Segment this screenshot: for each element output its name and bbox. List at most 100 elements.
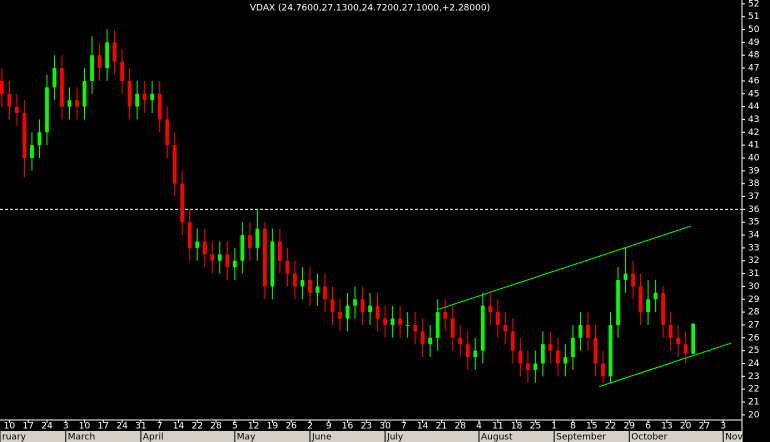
y-tick-label: 50 (748, 25, 760, 35)
candle-body (202, 241, 207, 255)
candle-body (225, 254, 230, 268)
x-tick-label: 8 (570, 422, 576, 432)
x-tick-label: 27 (699, 422, 710, 432)
y-tick-label: 42 (748, 128, 759, 138)
candle-body (127, 80, 132, 107)
month-label: October (631, 433, 667, 442)
y-tick-label: 44 (748, 102, 760, 112)
candle-body (398, 318, 402, 325)
x-tick-label: 20 (680, 422, 692, 432)
candle-body (556, 350, 560, 364)
y-tick-label: 46 (748, 76, 760, 86)
candle-body (195, 241, 200, 248)
month-label: September (556, 433, 606, 442)
y-tick-label: 20 (748, 410, 760, 420)
candle-body (503, 324, 508, 332)
x-tick-label: 3 (720, 422, 726, 432)
candle-body (135, 93, 140, 107)
candle-body (45, 87, 49, 133)
candle-body (30, 145, 34, 158)
y-tick-label: 26 (748, 333, 760, 343)
trendline (599, 342, 732, 388)
candle-body (383, 318, 387, 325)
month-label: April (143, 433, 164, 442)
candle-body (330, 299, 335, 313)
y-tick-label: 52 (748, 0, 759, 9)
candle-body (601, 363, 605, 377)
candle-body (142, 93, 147, 101)
candle-body (240, 235, 245, 261)
month-label: June (311, 433, 332, 442)
candle-body (631, 273, 635, 287)
month-label: July (386, 433, 404, 442)
candle-body (541, 344, 545, 364)
x-tick-label: 26 (285, 422, 297, 432)
candle-body (390, 318, 395, 325)
chart-title: VDAX (24.7600,27.1300,24.7200,27.1000,+2… (250, 4, 490, 14)
y-tick-label: 48 (748, 51, 760, 61)
y-tick-label: 33 (748, 243, 759, 253)
x-tick-label: 30 (379, 422, 391, 432)
candle-body (105, 42, 109, 69)
candle-body (683, 344, 688, 354)
y-tick-label: 49 (748, 38, 760, 48)
candle-body (120, 61, 124, 81)
candle-body (278, 241, 282, 261)
candle-body (668, 324, 673, 338)
y-tick-label: 32 (748, 256, 759, 266)
x-tick-label: 7 (157, 422, 163, 432)
candle-body (232, 260, 237, 268)
candle-body (37, 132, 42, 146)
candle-body (458, 337, 463, 345)
candle-body (578, 324, 583, 338)
candle-body (187, 222, 192, 248)
candle-body (443, 312, 448, 319)
candle-body (368, 305, 372, 313)
y-tick-label: 34 (748, 231, 760, 241)
candle-body (315, 286, 320, 293)
candle-body (525, 363, 530, 370)
candle-body (646, 299, 650, 313)
candle-body (510, 331, 515, 351)
y-tick-label: 41 (748, 141, 759, 151)
x-tick-label: 15 (586, 422, 597, 432)
candle-body (623, 273, 628, 280)
x-tick-label: 28 (210, 422, 222, 432)
candle-body (323, 286, 327, 300)
candle-body (7, 93, 12, 107)
x-tick-label: 5 (232, 422, 238, 432)
candle-body (653, 292, 658, 300)
candle-body (420, 331, 425, 345)
x-tick-label: 10 (79, 422, 91, 432)
month-label: Nov (725, 433, 743, 442)
x-tick-label: 4 (476, 422, 482, 432)
y-tick-label: 40 (748, 153, 760, 163)
candle-body (15, 106, 19, 114)
x-tick-label: 17 (22, 422, 33, 432)
x-tick-label: 11 (492, 422, 503, 432)
candle-body (375, 305, 380, 319)
candle-body (413, 324, 418, 332)
month-label: May (237, 433, 256, 442)
y-tick-label: 45 (748, 89, 759, 99)
candle-body (405, 324, 410, 326)
candle-body (518, 350, 523, 364)
x-tick-label: 23 (361, 422, 372, 432)
candle-body (255, 228, 260, 248)
candle-body (165, 119, 170, 146)
candle-body (345, 305, 350, 319)
y-tick-label: 31 (748, 269, 759, 279)
candle-body (293, 273, 297, 287)
candle-body (300, 280, 305, 287)
x-tick-label: 22 (192, 422, 203, 432)
y-tick-label: 37 (748, 192, 759, 202)
x-tick-label: 18 (511, 422, 523, 432)
candle-body (172, 145, 177, 184)
x-tick-label: 6 (645, 422, 651, 432)
candle-body (616, 280, 620, 325)
candle-body (608, 324, 613, 377)
x-tick-label: 24 (41, 422, 53, 432)
